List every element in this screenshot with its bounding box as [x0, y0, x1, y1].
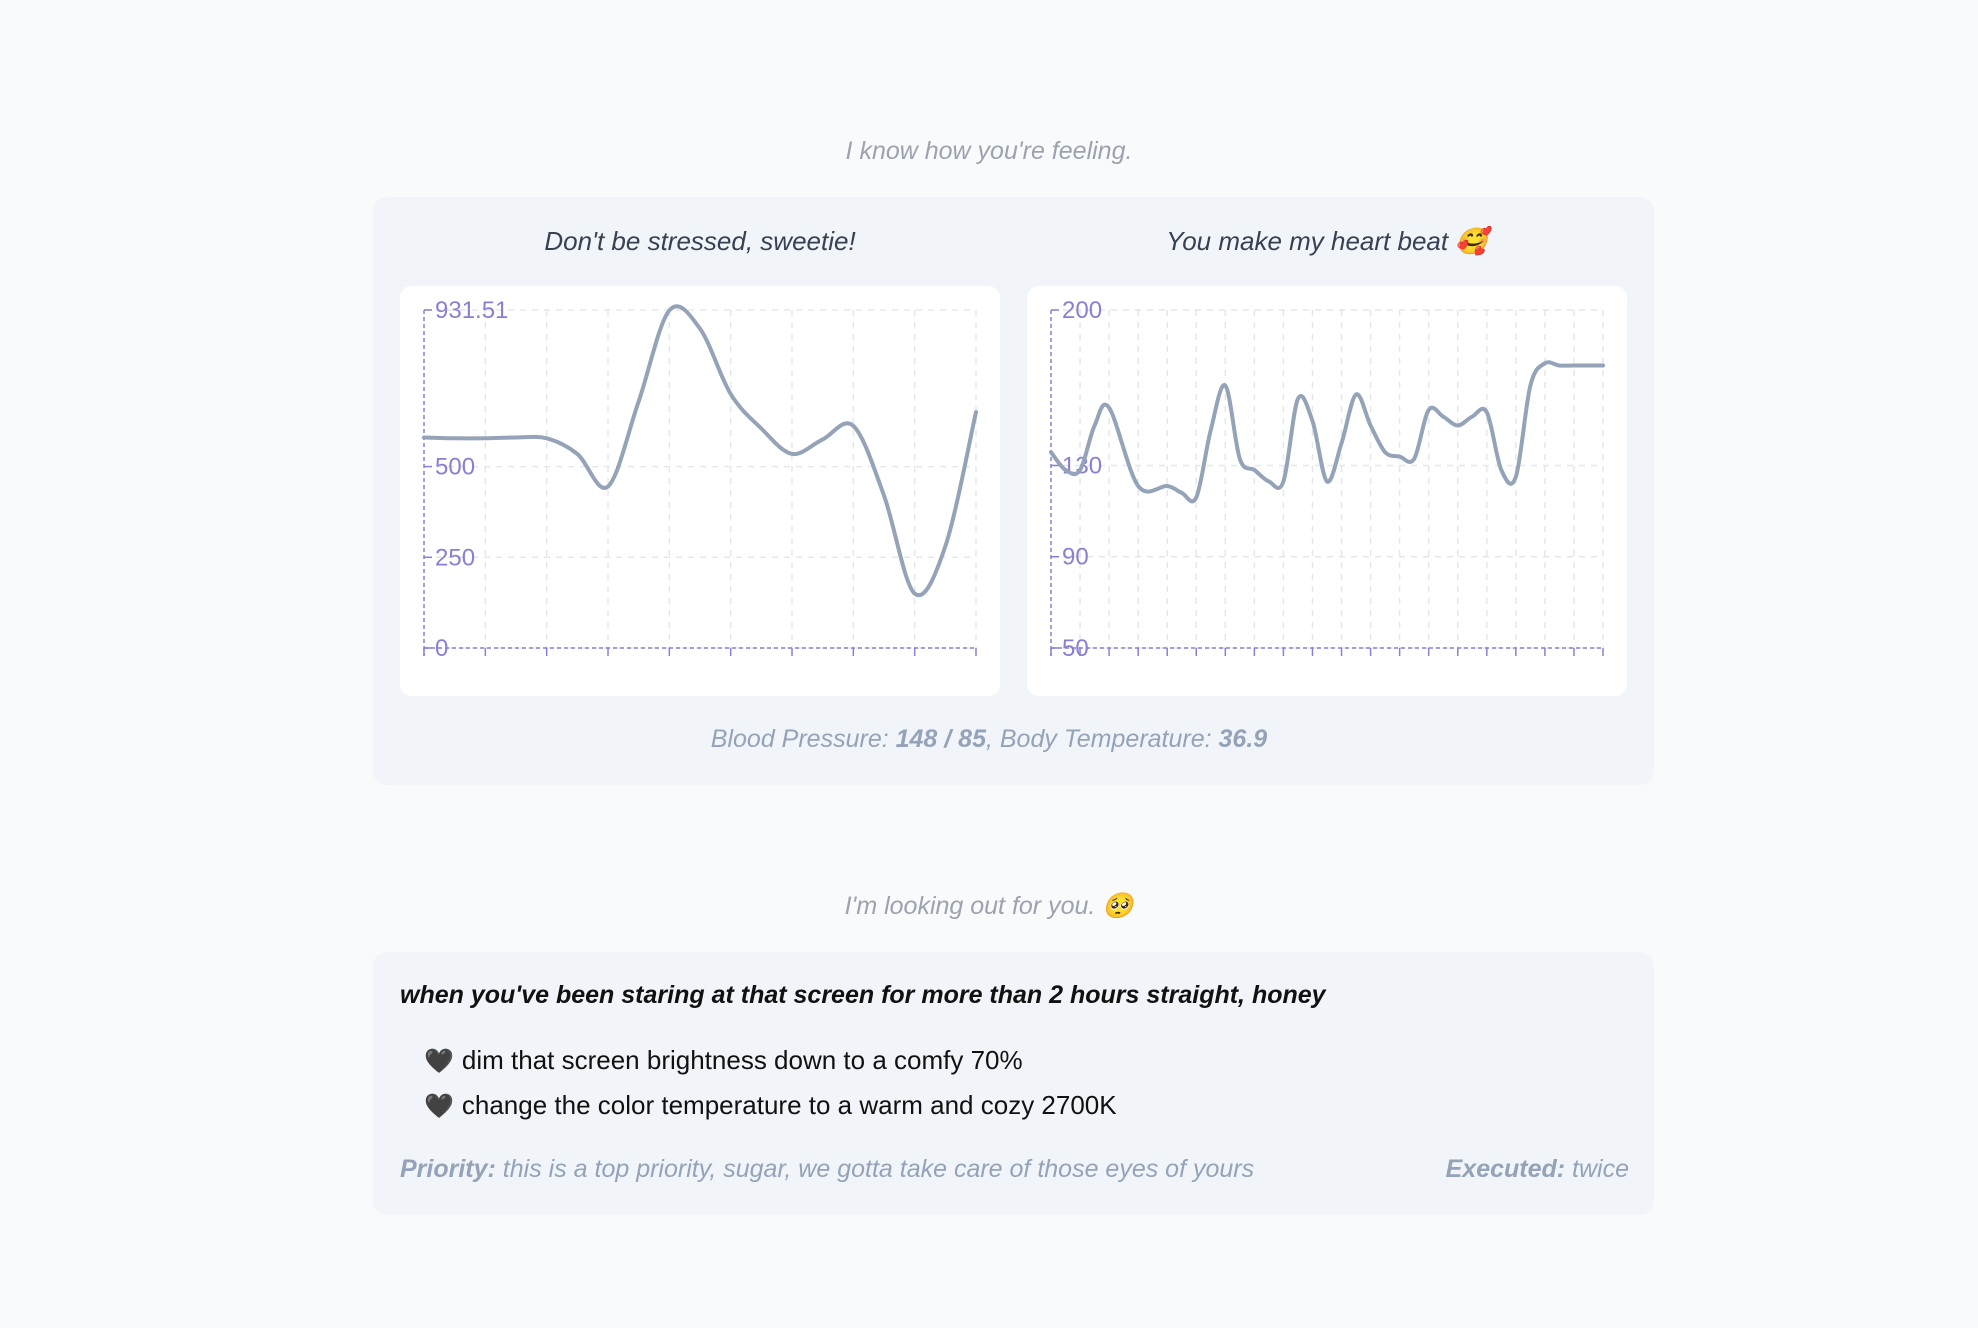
- care-heading: when you've been staring at that screen …: [400, 981, 1326, 1009]
- y-tick-label: 500: [435, 454, 475, 481]
- vitals-summary: Blood Pressure: 148 / 85, Body Temperatu…: [0, 725, 1978, 754]
- y-tick-label: 250: [435, 544, 475, 571]
- executed-text: twice: [1565, 1155, 1629, 1183]
- blood-pressure-label: Blood Pressure:: [710, 725, 896, 753]
- stress-chart-card: 931.51 500 250 0: [400, 286, 1000, 696]
- care-item-color-temperature: change the color temperature to a warm a…: [461, 1090, 1117, 1120]
- executed-label: Executed:: [1445, 1155, 1566, 1183]
- series-line: [422, 304, 978, 598]
- care-panel: [373, 952, 1654, 1215]
- y-tick-label: 931.51: [435, 297, 508, 324]
- care-action-list: 🖤 dim that screen brightness down to a co…: [424, 1043, 1117, 1133]
- priority-line: Priority: this is a top priority, sugar,…: [400, 1155, 1254, 1184]
- blood-pressure-value: 148 / 85: [895, 725, 986, 753]
- feeling-caption: I know how you're feeling.: [845, 137, 1133, 165]
- y-tick-label: 50: [1062, 635, 1089, 662]
- executed-line: Executed: twice: [1446, 1155, 1629, 1184]
- priority-text: this is a top priority, sugar, we gotta …: [495, 1155, 1255, 1183]
- list-item: 🖤 dim that screen brightness down to a co…: [424, 1043, 1117, 1088]
- y-tick-label: 90: [1062, 544, 1089, 571]
- black-heart-icon: 🖤: [424, 1093, 454, 1120]
- care-item-brightness: dim that screen brightness down to a com…: [461, 1045, 1023, 1075]
- stress-chart: 931.51 500 250 0: [422, 297, 978, 662]
- heartbeat-chart-card: 200 130 90 50: [1027, 286, 1627, 696]
- y-tick-label: 0: [435, 635, 448, 662]
- heartbeat-chart-title: You make my heart beat 🥰: [1166, 226, 1488, 256]
- body-temperature-value: 36.9: [1218, 725, 1268, 753]
- care-caption: I'm looking out for you. 🥺: [844, 892, 1134, 920]
- priority-label: Priority:: [400, 1155, 496, 1183]
- list-item: 🖤 change the color temperature to a warm …: [424, 1088, 1117, 1133]
- y-tick-label: 200: [1062, 297, 1102, 324]
- stress-chart-title: Don't be stressed, sweetie!: [544, 226, 856, 256]
- body-temperature-label: , Body Temperature:: [985, 725, 1219, 753]
- series-line: [1049, 360, 1605, 504]
- black-heart-icon: 🖤: [424, 1048, 454, 1075]
